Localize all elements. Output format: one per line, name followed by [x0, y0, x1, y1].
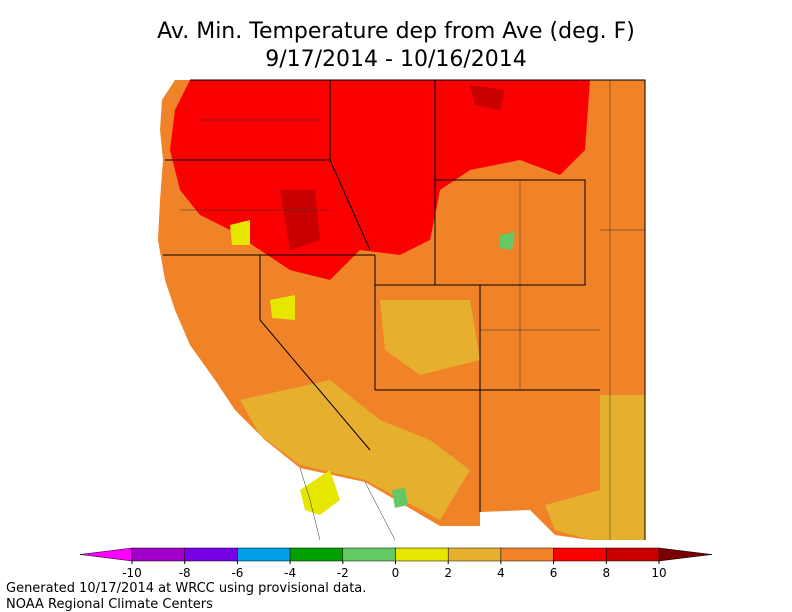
colorbar-tick-label: -6 — [231, 566, 243, 580]
map — [158, 79, 646, 541]
county-line — [299, 467, 321, 541]
colorbar-tick-label: 4 — [497, 566, 505, 580]
colorbar: -10 -8 -6 -4 -2 0 2 4 6 8 10 — [79, 547, 713, 580]
colorbar-segment — [395, 547, 449, 562]
region-mild — [545, 395, 645, 540]
region-warm — [470, 85, 505, 110]
colorbar-over — [658, 547, 713, 562]
region-cool — [300, 470, 340, 515]
footer: Generated 10/17/2014 at WRCC using provi… — [6, 581, 366, 596]
colorbar-segment — [606, 547, 660, 562]
colorbar-segment — [289, 547, 344, 562]
footer: NOAA Regional Climate Centers — [6, 597, 213, 612]
colorbar-tick-label: 10 — [651, 566, 666, 580]
title: Av. Min. Temperature dep from Ave (deg. … — [157, 19, 635, 44]
colorbar-segment — [500, 547, 554, 562]
colorbar-segment — [184, 547, 238, 562]
colorbar-tick-label: 8 — [602, 566, 610, 580]
colorbar-tick-label: -8 — [179, 566, 191, 580]
border — [259, 255, 371, 451]
border — [329, 80, 371, 251]
colorbar-segment — [447, 547, 502, 562]
region-cool — [270, 295, 295, 320]
colorbar-tick-label: 0 — [392, 566, 400, 580]
colorbar-segment — [342, 547, 396, 562]
region-cool — [392, 488, 408, 508]
border — [435, 179, 586, 286]
colorbar-tick-label: 2 — [444, 566, 452, 580]
colorbar-tick-label: -2 — [337, 566, 349, 580]
colorbar-tick-label: -4 — [284, 566, 296, 580]
region-mild — [380, 300, 480, 375]
colorbar-segment — [131, 547, 185, 562]
region-cool — [500, 232, 515, 250]
county-line — [364, 481, 396, 541]
border — [190, 79, 646, 540]
region-warm — [170, 80, 590, 280]
region-cool — [230, 220, 250, 245]
colorbar-tick-label: -10 — [122, 566, 142, 580]
colorbar-under — [79, 547, 133, 562]
colorbar-segment — [553, 547, 607, 562]
subtitle: 9/17/2014 - 10/16/2014 — [265, 47, 527, 72]
region-warm — [280, 190, 320, 250]
colorbar-tick-label: 6 — [550, 566, 558, 580]
region-mild — [240, 380, 470, 520]
colorbar-segment — [237, 547, 291, 562]
